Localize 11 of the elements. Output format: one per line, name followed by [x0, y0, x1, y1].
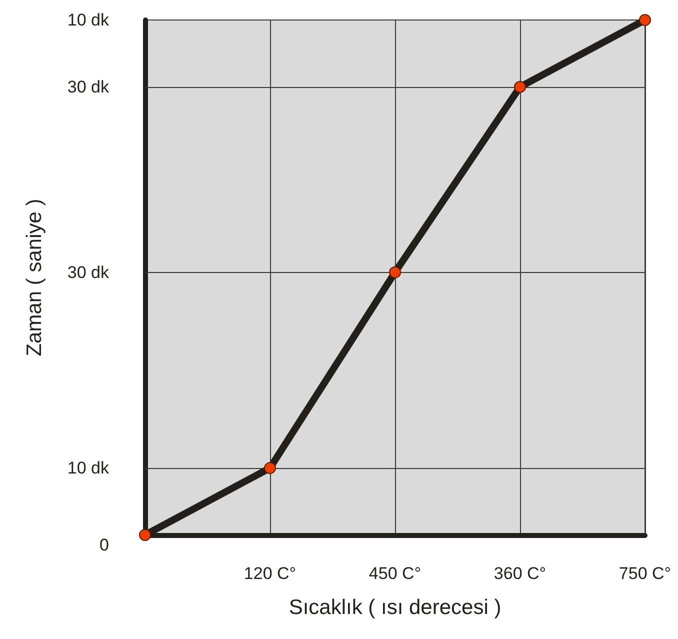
x-tick-label: 360 C° [494, 564, 546, 583]
ref-line-label: 30 dk [67, 77, 110, 96]
text: 0 [100, 536, 109, 554]
text: 10 dk [67, 10, 110, 30]
x-tick-label: 450 C° [368, 564, 422, 583]
x-tick-label: 120 C° [244, 564, 296, 583]
ref-line-label: 10 dk [67, 458, 110, 478]
ref-line-label: 30 dk [67, 262, 110, 282]
y-axis-title: Zaman ( saniye ) [23, 198, 46, 356]
x-tick-label: 750 C° [618, 564, 672, 583]
x-axis-title: Sıcaklık ( ısı derecesi ) [288, 596, 502, 619]
